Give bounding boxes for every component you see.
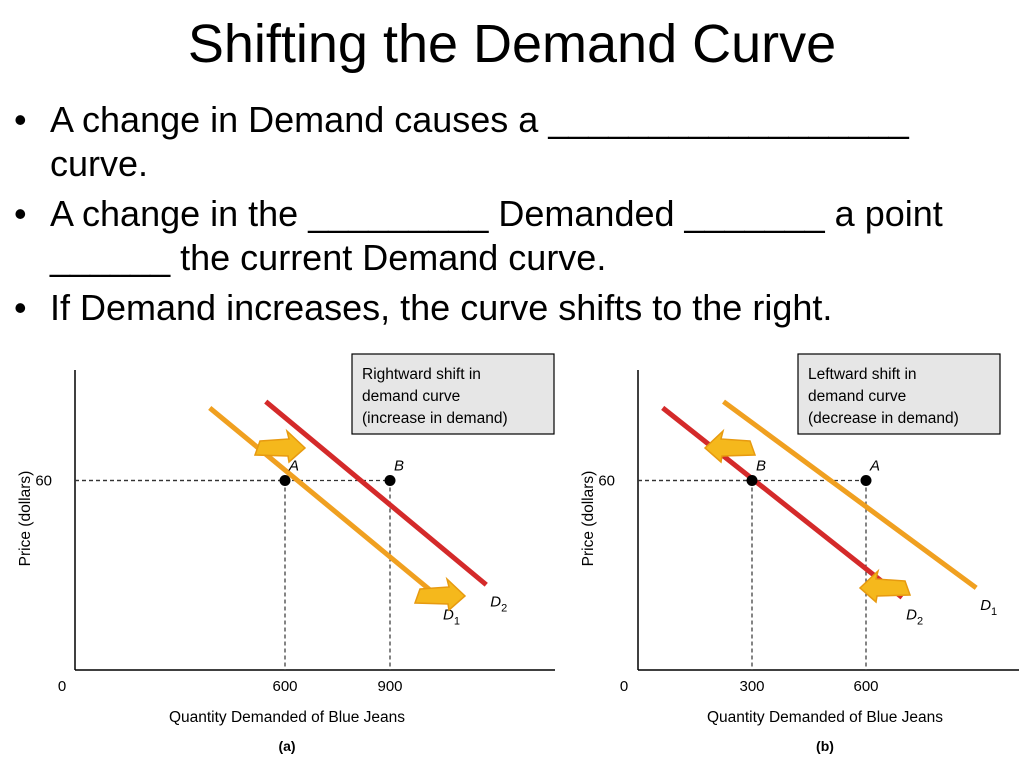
bullet-text: A change in Demand causes a ____________…	[50, 99, 909, 184]
bullet-marker: •	[14, 287, 27, 328]
data-point-a	[279, 475, 291, 487]
bullet-marker: •	[14, 99, 27, 140]
series-label-d1: D1	[443, 606, 460, 627]
shift-arrow-icon	[413, 576, 467, 612]
point-label-b: B	[394, 458, 404, 475]
callout-box	[797, 353, 1001, 435]
shift-arrow-icon	[253, 428, 307, 464]
panel-label: (b)	[816, 738, 834, 754]
series-line-d2	[264, 399, 488, 587]
bullet-marker: •	[14, 193, 27, 234]
y-tick-label: 60	[35, 473, 52, 490]
data-point-b	[746, 475, 758, 487]
data-point-b	[384, 475, 396, 487]
slide-title: Shifting the Demand Curve	[187, 14, 837, 74]
x-tick-label: 300	[739, 678, 764, 695]
callout-text-line: (decrease in demand)	[808, 410, 959, 427]
x-tick-label: 600	[853, 678, 878, 695]
panel-label: (a)	[278, 738, 295, 754]
point-label-b: B	[756, 458, 766, 475]
bullet-text: If Demand increases, the curve shifts to…	[50, 287, 833, 328]
series-line-d2	[661, 405, 904, 600]
x-tick-label: 0	[58, 678, 66, 695]
shift-arrow-icon	[858, 568, 912, 604]
series-label-d1: D1	[980, 597, 997, 618]
x-axis-title: Quantity Demanded of Blue Jeans	[169, 709, 405, 726]
callout-text-line: (increase in demand)	[362, 410, 508, 427]
data-point-a	[860, 475, 872, 487]
bullet-item: • A change in Demand causes a __________…	[14, 98, 1014, 186]
y-axis-title: Price (dollars)	[17, 471, 34, 567]
series-label-d2: D2	[906, 606, 923, 627]
callout-text-line: demand curve	[362, 388, 460, 405]
callout-text-line: Rightward shift in	[362, 366, 481, 383]
series-label-d2: D2	[490, 594, 507, 615]
point-label-a: A	[869, 458, 880, 475]
x-tick-label: 600	[272, 678, 297, 695]
callout-box	[351, 353, 555, 435]
callout-text-line: demand curve	[808, 388, 906, 405]
x-tick-label: 0	[620, 678, 628, 695]
point-label-a: A	[288, 458, 299, 475]
bullet-list: • A change in Demand causes a __________…	[14, 98, 1014, 336]
series-line-d1	[722, 399, 978, 590]
x-axis-title: Quantity Demanded of Blue Jeans	[707, 709, 943, 726]
bullet-text: A change in the _________ Demanded _____…	[50, 193, 943, 278]
bullet-item: • If Demand increases, the curve shifts …	[14, 286, 1014, 330]
x-tick-label: 900	[377, 678, 402, 695]
y-axis-title: Price (dollars)	[580, 471, 597, 567]
shift-arrow-icon	[703, 428, 757, 464]
bullet-item: • A change in the _________ Demanded ___…	[14, 192, 1014, 280]
y-tick-label: 60	[598, 473, 615, 490]
series-line-d1	[208, 405, 441, 600]
callout-text-line: Leftward shift in	[808, 366, 917, 383]
